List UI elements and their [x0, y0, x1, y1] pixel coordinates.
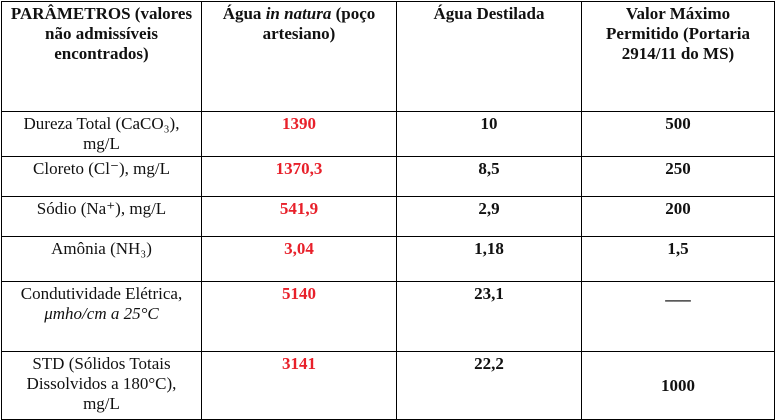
- value-cell: 1390: [201, 111, 397, 157]
- value-cell: 22,2: [396, 351, 582, 420]
- value-cell: 8,5: [396, 156, 582, 197]
- value-cell: 1370,3: [201, 156, 397, 197]
- text-part: Água: [222, 4, 266, 23]
- value-cell: 200: [581, 196, 775, 237]
- text-part: in natura: [265, 4, 332, 23]
- value-cell: 500: [581, 111, 775, 157]
- table-row: STD (Sólidos Totais Dissolvidos a 180°C)…: [1, 351, 775, 420]
- value-cell: ___: [581, 281, 775, 352]
- value-cell: 3141: [201, 351, 397, 420]
- table-row: Amônia (NH₃) 3,04 1,18 1,5: [1, 236, 775, 282]
- value-cell: 250: [581, 156, 775, 197]
- parameter-cell: Condutividade Elétrica, μmho/cm a 25°C: [1, 281, 202, 352]
- text-part: (poço artesiano): [262, 4, 376, 43]
- value-cell: 10: [396, 111, 582, 157]
- parameter-cell: Cloreto (Cl⁻), mg/L: [1, 156, 202, 197]
- value-cell: 1,5: [581, 236, 775, 282]
- parameter-cell: Dureza Total (CaCO₃), mg/L: [1, 111, 202, 157]
- table-row: Condutividade Elétrica, μmho/cm a 25°C 51…: [1, 281, 775, 352]
- value-cell: 541,9: [201, 196, 397, 237]
- parameter-cell: STD (Sólidos Totais Dissolvidos a 180°C)…: [1, 351, 202, 420]
- value-cell: 5140: [201, 281, 397, 352]
- header-row: PARÂMETROS (valores não admissíveis enco…: [1, 1, 775, 112]
- table-row: Dureza Total (CaCO₃), mg/L 1390 10 500: [1, 111, 775, 157]
- parameter-cell: Amônia (NH₃): [1, 236, 202, 282]
- value-cell: 2,9: [396, 196, 582, 237]
- header-cell: Água Destilada: [396, 1, 582, 112]
- value-cell: 3,04: [201, 236, 397, 282]
- table-row: Sódio (Na⁺), mg/L 541,9 2,9 200: [1, 196, 775, 237]
- table-body: Dureza Total (CaCO₃), mg/L 1390 10 500 Clore…: [1, 111, 775, 420]
- header-cell: Valor Máximo Permitido (Portaria 2914/11…: [581, 1, 775, 112]
- parameter-cell: Sódio (Na⁺), mg/L: [1, 196, 202, 237]
- value-cell: 1,18: [396, 236, 582, 282]
- header-cell: Água in natura (poço artesiano): [201, 1, 397, 112]
- table-row: Cloreto (Cl⁻), mg/L 1370,3 8,5 250: [1, 156, 775, 197]
- header-cell: PARÂMETROS (valores não admissíveis enco…: [1, 1, 202, 112]
- value-cell: 23,1: [396, 281, 582, 352]
- text-part: μmho/cm a 25°C: [44, 304, 159, 323]
- value-cell: 1000: [581, 351, 775, 420]
- text-part: Condutividade Elétrica,: [20, 284, 183, 303]
